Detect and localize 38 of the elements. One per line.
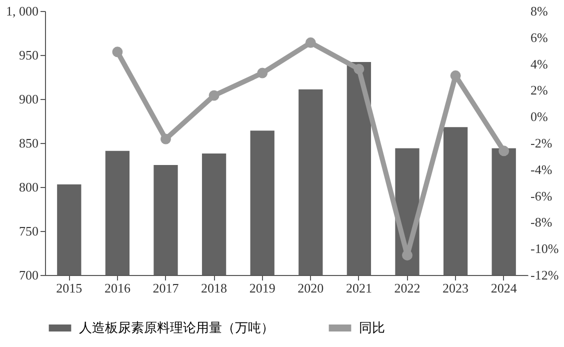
point [208,90,220,101]
y-tick-label: 800 [19,180,38,194]
x-tick-label: 2016 [104,280,131,296]
y-tick-label: 700 [19,268,38,282]
y2-tick-label: 2% [530,82,548,98]
y-tick-label: 900 [19,92,38,106]
y-tick-label: 1, 000 [6,4,38,18]
y-tick-label: 750 [19,224,38,238]
x-tick-label: 2017 [152,280,180,296]
point [257,68,268,78]
y2-tick-label: -4% [530,162,552,177]
y2-tick-label: -8% [530,214,552,230]
x-tick-label: 2018 [201,280,228,296]
point [450,70,461,81]
y2-tick-label: -6% [530,188,552,204]
x-tick-label: 2021 [346,280,372,296]
point [112,46,123,58]
x-tick-label: 2015 [56,280,82,296]
point [305,37,316,48]
y-tick-label: 850 [19,136,38,150]
x-tick-label: 2022 [394,280,420,296]
x-tick-label: 2023 [442,280,469,296]
point [354,64,364,74]
y2-tick-label: 6% [530,30,548,45]
y2-tick-label: -2% [530,136,552,150]
y2-tick-label: -12% [530,268,559,282]
x-tick-label: 2020 [298,280,324,296]
legend-label: 人造板尿素原料理论用量（万吨） [79,320,274,335]
y2-tick-label: 0% [530,109,548,124]
y2-tick-label: 8% [530,4,548,18]
x-tick-label: 2024 [490,280,518,296]
y-tick-label: 950 [19,48,38,62]
y2-tick-label: -10% [530,241,559,256]
point [498,146,510,156]
legend-label: 同比 [359,320,385,335]
x-tick-label: 2019 [249,280,276,296]
point [160,134,171,144]
y2-tick-label: 4% [530,56,548,72]
